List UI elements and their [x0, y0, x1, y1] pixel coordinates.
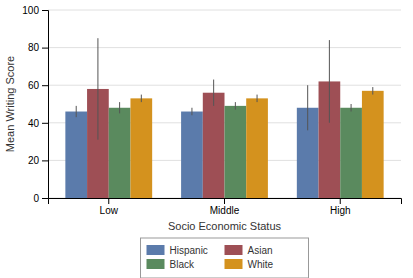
y-tick-label: 60	[28, 80, 40, 91]
error-bar	[235, 102, 236, 110]
error-bar	[191, 108, 192, 116]
legend-label: Asian	[248, 245, 273, 256]
grid-line	[48, 10, 401, 11]
bar-series	[130, 87, 383, 198]
legend-frame	[141, 238, 309, 278]
y-tick-mark	[42, 10, 48, 11]
error-bar	[351, 104, 352, 112]
legend-swatch	[147, 245, 165, 255]
legend-label: Black	[170, 259, 195, 270]
error-bar	[213, 80, 214, 106]
bar	[203, 93, 225, 198]
x-tick-label: High	[330, 205, 351, 216]
bar-series	[65, 85, 318, 198]
x-tick: Low	[100, 198, 119, 216]
legend-swatch	[225, 259, 243, 269]
grid-line	[48, 47, 401, 48]
legend-label: White	[248, 259, 274, 270]
error-bar	[257, 95, 258, 103]
bar	[362, 91, 384, 198]
x-axis-line	[49, 199, 402, 205]
bar	[109, 108, 131, 198]
error-bar	[329, 40, 330, 123]
x-tick: Middle	[210, 198, 240, 216]
grid-line	[48, 85, 401, 86]
error-bar	[97, 38, 98, 140]
y-tick: 100	[22, 5, 48, 16]
y-tick-mark	[42, 123, 48, 124]
bar	[246, 98, 268, 198]
x-tick-label: Middle	[210, 205, 240, 216]
y-tick-mark	[42, 198, 48, 199]
y-tick: 20	[28, 155, 48, 166]
y-tick-mark	[42, 48, 48, 49]
error-bar	[141, 95, 142, 103]
legend: Hispanic Asian Black White	[141, 238, 309, 278]
y-tick-label: 100	[22, 5, 39, 16]
x-tick-label: Low	[100, 205, 119, 216]
y-tick-label: 40	[28, 118, 40, 129]
x-tick-mark	[108, 198, 109, 204]
plot-area: 0 20 40 60 80 100 Low Middle High Socio Economic …	[4, 5, 402, 232]
bar	[181, 112, 203, 198]
x-tick-mark	[224, 198, 225, 204]
y-tick: 80	[28, 42, 48, 53]
y-axis: 0 20 40 60 80 100	[22, 5, 48, 204]
error-bar	[119, 102, 120, 113]
error-bar	[76, 106, 77, 117]
error-bar	[372, 87, 373, 95]
marks	[65, 38, 383, 198]
legend-item: Black	[147, 259, 195, 270]
x-tick-mark	[340, 198, 341, 204]
y-tick: 40	[28, 118, 48, 129]
bar	[340, 108, 362, 198]
legend-item: Asian	[225, 245, 273, 256]
y-tick: 60	[28, 80, 48, 91]
chart-svg: 0 20 40 60 80 100 Low Middle High Socio Economic …	[0, 0, 413, 278]
y-tick-mark	[42, 85, 48, 86]
y-tick-label: 0	[33, 193, 39, 204]
legend-item: Hispanic	[147, 245, 208, 256]
bar	[130, 98, 152, 198]
y-tick-label: 80	[28, 42, 40, 53]
bar	[225, 106, 247, 198]
y-axis-line	[42, 11, 49, 199]
x-axis: Low Middle High	[49, 198, 402, 216]
legend-label: Hispanic	[170, 245, 208, 256]
legend-swatch	[147, 259, 165, 269]
legend-swatch	[225, 245, 243, 255]
grid	[48, 10, 401, 198]
x-tick: High	[330, 198, 351, 216]
y-tick-mark	[42, 160, 48, 161]
error-bar	[307, 85, 308, 130]
legend-item: White	[225, 259, 274, 270]
y-axis-title: Mean Writing Score	[4, 56, 16, 152]
bar	[65, 112, 87, 198]
y-tick-label: 20	[28, 155, 40, 166]
y-tick: 0	[33, 193, 48, 204]
bar-series	[87, 38, 340, 198]
x-axis-title: Socio Economic Status	[168, 220, 282, 232]
